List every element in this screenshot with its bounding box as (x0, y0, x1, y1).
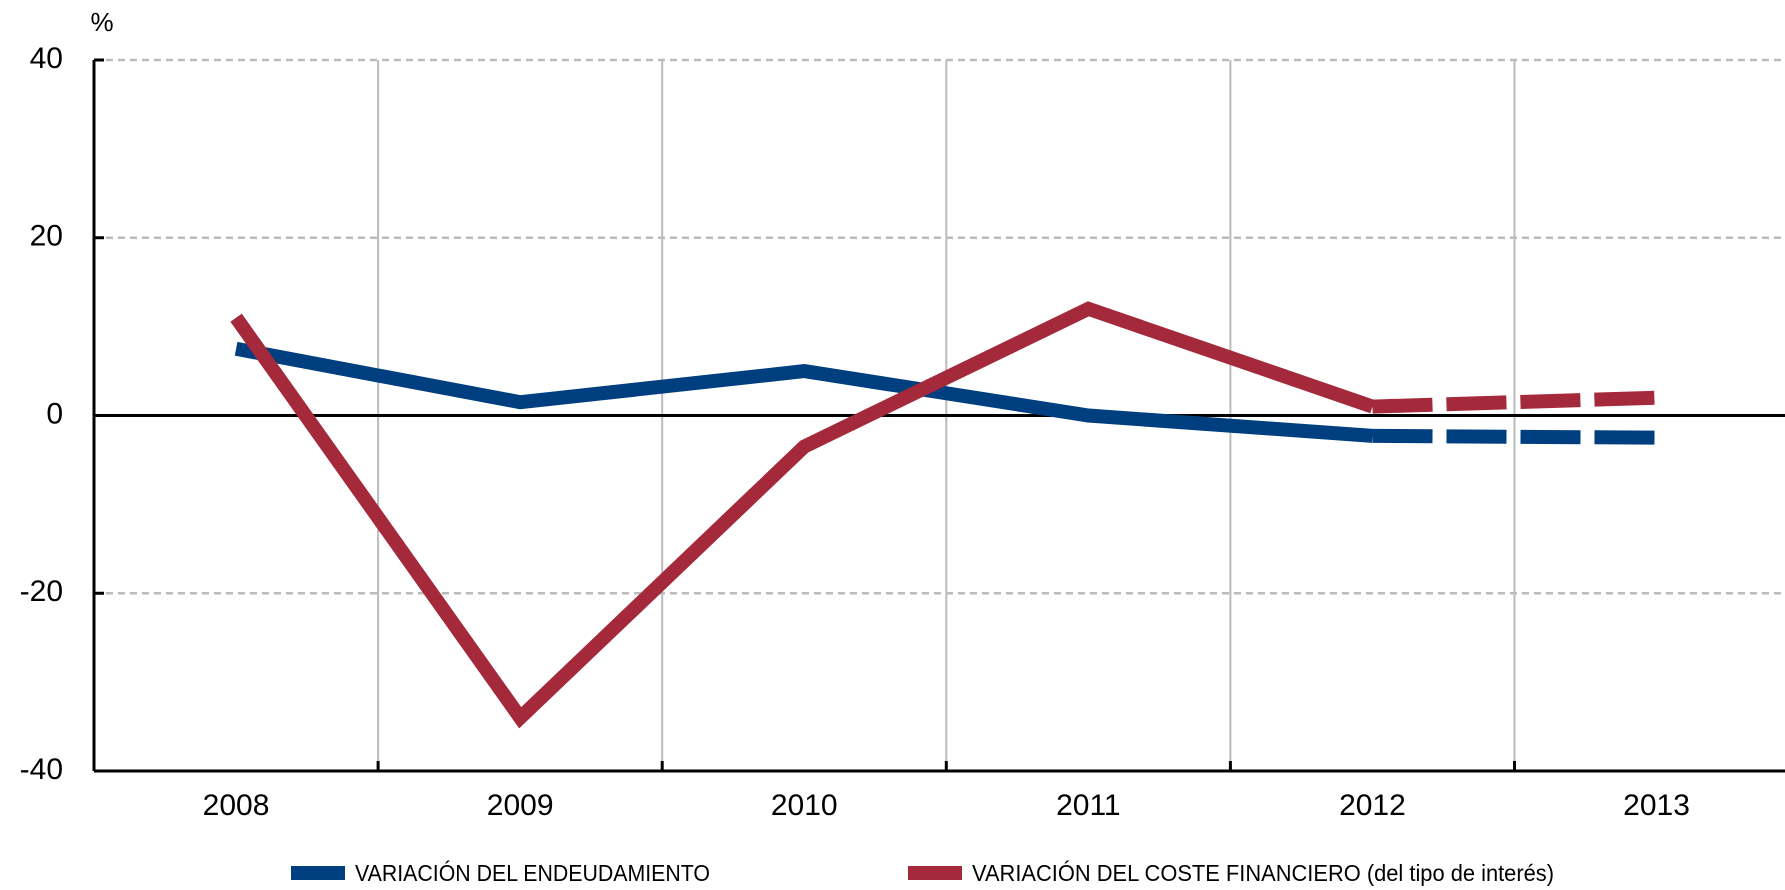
y-tick-label: -20 (20, 575, 63, 608)
legend-swatch (291, 866, 345, 880)
y-tick-label: 40 (30, 42, 63, 75)
x-tick-label: 2010 (771, 789, 838, 822)
y-tick-label: 20 (30, 220, 63, 253)
forecast-line (1372, 428, 1657, 445)
series-line (234, 341, 1374, 443)
x-tick-label: 2012 (1339, 789, 1406, 822)
y-tick-label: 0 (46, 397, 63, 430)
legend-swatch (908, 866, 962, 880)
x-tick-label: 2008 (203, 789, 270, 822)
legend-label: VARIACIÓN DEL COSTE FINANCIERO (del tipo… (972, 860, 1554, 886)
x-tick-label: 2009 (487, 789, 554, 822)
forecast-line (1372, 390, 1657, 414)
y-tick-label: -40 (20, 753, 63, 786)
series-line (230, 301, 1375, 729)
legend-label: VARIACIÓN DEL ENDEUDAMIENTO (355, 860, 710, 886)
y-axis-label: % (90, 7, 113, 37)
x-tick-label: 2011 (1056, 789, 1121, 822)
x-tick-label: 2013 (1623, 789, 1690, 822)
